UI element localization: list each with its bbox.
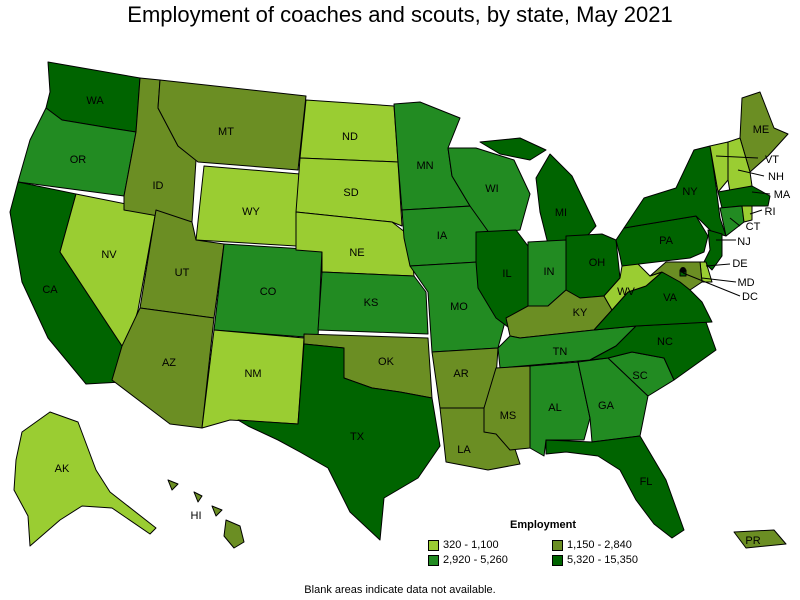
label-ga: GA	[598, 400, 615, 412]
label-al: AL	[548, 402, 561, 414]
label-nm: NM	[244, 368, 261, 380]
state-ak[interactable]	[13, 411, 157, 547]
state-tx[interactable]	[237, 343, 441, 541]
state-pr[interactable]	[733, 529, 787, 549]
label-ms: MS	[500, 410, 517, 422]
label-dc: DC	[742, 291, 758, 303]
state-az[interactable]	[111, 307, 215, 429]
label-ky: KY	[573, 307, 588, 319]
legend-label-bin-1: 320 - 1,100	[443, 539, 499, 551]
label-sd: SD	[343, 187, 358, 199]
label-ok: OK	[378, 356, 395, 368]
footnote: Blank areas indicate data not available.	[304, 584, 496, 596]
label-ut: UT	[175, 267, 190, 279]
label-ak: AK	[55, 463, 70, 475]
label-ia: IA	[437, 230, 448, 242]
label-la: LA	[457, 444, 471, 456]
state-mt[interactable]	[157, 79, 307, 171]
state-ny[interactable]	[623, 145, 727, 237]
legend-swatch-bin-4	[552, 554, 563, 566]
legend-item-bin-4: 5,320 - 15,350	[552, 554, 682, 566]
label-nd: ND	[342, 131, 358, 143]
label-ar: AR	[453, 368, 468, 380]
label-nc: NC	[657, 336, 673, 348]
label-nj: NJ	[737, 236, 750, 248]
label-mn: MN	[416, 160, 433, 172]
state-ri[interactable]	[741, 205, 753, 223]
label-de: DE	[732, 258, 747, 270]
label-vt: VT	[765, 154, 779, 166]
label-ny: NY	[682, 186, 698, 198]
label-oh: OH	[589, 257, 606, 269]
legend-item-bin-3: 2,920 - 5,260	[428, 554, 552, 566]
label-id: ID	[153, 180, 164, 192]
label-in: IN	[544, 266, 555, 278]
label-sc: SC	[632, 370, 647, 382]
legend-item-bin-2: 1,150 - 2,840	[552, 539, 682, 551]
legend-swatch-bin-2	[552, 539, 563, 551]
legend-item-bin-1: 320 - 1,100	[428, 539, 552, 551]
legend: Employment 320 - 1,100 1,150 - 2,840 2,9…	[428, 519, 688, 566]
label-pr: PR	[745, 535, 760, 547]
label-pa: PA	[659, 235, 674, 247]
label-ct: CT	[746, 221, 761, 233]
label-mo: MO	[450, 301, 468, 313]
label-ma: MA	[774, 189, 791, 201]
label-hi: HI	[191, 510, 202, 522]
label-nh: NH	[768, 171, 784, 183]
map-title: Employment of coaches and scouts, by sta…	[127, 2, 673, 27]
legend-label-bin-4: 5,320 - 15,350	[567, 554, 638, 566]
label-co: CO	[260, 286, 277, 298]
label-mt: MT	[218, 126, 234, 138]
legend-label-bin-3: 2,920 - 5,260	[443, 554, 508, 566]
label-fl: FL	[640, 476, 653, 488]
state-sd[interactable]	[295, 157, 403, 227]
legend-swatch-bin-3	[428, 554, 439, 566]
label-il: IL	[502, 268, 511, 280]
label-ne: NE	[349, 247, 364, 259]
label-me: ME	[753, 124, 770, 136]
label-wv: WV	[617, 286, 635, 298]
label-tx: TX	[350, 431, 365, 443]
legend-swatch-bin-1	[428, 539, 439, 551]
legend-label-bin-2: 1,150 - 2,840	[567, 539, 632, 551]
label-tn: TN	[553, 346, 568, 358]
label-wa: WA	[86, 95, 104, 107]
legend-title: Employment	[509, 519, 576, 531]
state-nc[interactable]	[589, 321, 717, 381]
state-hi[interactable]	[167, 479, 245, 549]
state-wi[interactable]	[447, 147, 531, 235]
label-ks: KS	[364, 297, 379, 309]
label-or: OR	[70, 154, 87, 166]
dc-marker	[680, 267, 686, 273]
label-ri: RI	[765, 206, 776, 218]
label-az: AZ	[162, 357, 176, 369]
label-va: VA	[663, 292, 678, 304]
label-wi: WI	[485, 183, 498, 195]
label-ca: CA	[42, 284, 58, 296]
state-fl[interactable]	[545, 435, 685, 539]
leader-lines	[682, 155, 771, 297]
label-md: MD	[737, 277, 754, 289]
state-ma[interactable]	[717, 185, 771, 209]
state-md[interactable]	[649, 261, 703, 291]
label-mi: MI	[555, 207, 567, 219]
label-wy: WY	[242, 206, 260, 218]
label-nv: NV	[101, 249, 117, 261]
state-ks[interactable]	[317, 271, 429, 335]
